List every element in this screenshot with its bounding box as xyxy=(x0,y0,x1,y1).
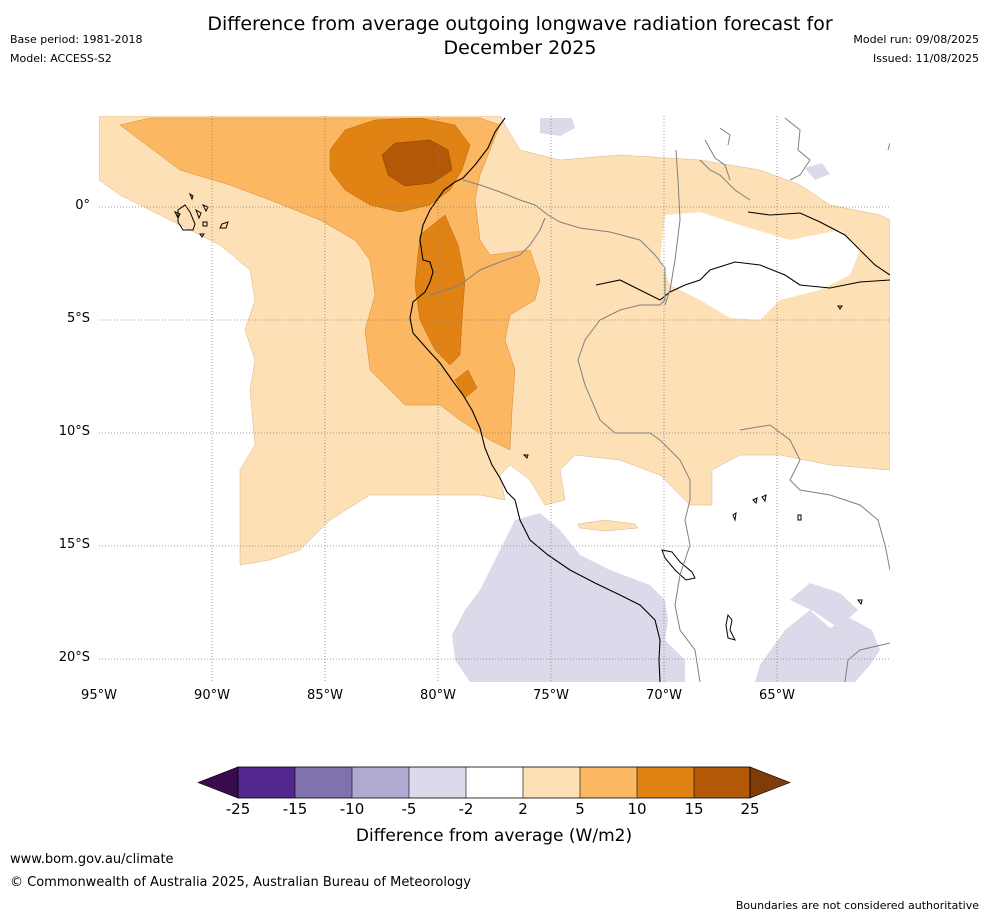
lon-label-70w: 70°W xyxy=(646,688,682,703)
islands-small xyxy=(522,305,863,606)
model-name: Model: ACCESS-S2 xyxy=(10,52,112,65)
colorbar-tick: -2 xyxy=(458,800,474,818)
colorbar-title: Difference from average (W/m2) xyxy=(355,826,633,846)
footer-note: Boundaries are not considered authoritat… xyxy=(735,899,979,912)
colorbar-segment xyxy=(523,767,580,798)
colorbar-segment xyxy=(580,767,637,798)
colorbar-tick: 15 xyxy=(684,800,704,818)
forecast-map xyxy=(99,116,890,682)
colorbar-segment xyxy=(466,767,523,798)
anomaly-region-minus-2-5 xyxy=(755,610,880,682)
anomaly-region-minus-2-5 xyxy=(805,163,830,180)
anomaly-region-near-zero xyxy=(660,212,860,320)
lat-label-10s: 10°S xyxy=(58,424,90,439)
anomaly-region-10-15 xyxy=(414,214,466,366)
lon-label-75w: 75°W xyxy=(533,688,569,703)
map-gridlines xyxy=(99,116,890,682)
lat-label-0: 0° xyxy=(75,198,90,213)
country-boundaries xyxy=(429,117,890,682)
chart-title: Difference from average outgoing longwav… xyxy=(150,12,890,60)
anomaly-region-2-5 xyxy=(577,519,639,532)
anomaly-region-minus-2-5 xyxy=(452,513,685,682)
footer-url: www.bom.gov.au/climate xyxy=(10,852,174,867)
colorbar-tick: 5 xyxy=(575,800,585,818)
lat-label-5s: 5°S xyxy=(66,311,90,326)
lon-label-80w: 80°W xyxy=(420,688,456,703)
colorbar-tick: -10 xyxy=(339,800,365,818)
colorbar-tick: 25 xyxy=(740,800,760,818)
anomaly-region-minus-2-5 xyxy=(790,583,858,628)
lon-label-85w: 85°W xyxy=(307,688,343,703)
lat-label-20s: 20°S xyxy=(58,650,90,665)
coastline xyxy=(409,117,661,682)
lat-label-15s: 15°S xyxy=(58,537,90,552)
lon-label-90w: 90°W xyxy=(194,688,230,703)
colorbar-segment xyxy=(238,767,295,798)
colorbar-tick: -15 xyxy=(282,800,308,818)
galapagos-islands xyxy=(173,192,229,238)
colorbar xyxy=(197,766,791,799)
anomaly-region-minus-2-5 xyxy=(540,118,575,136)
lake-titicaca xyxy=(661,549,696,581)
colorbar-tick: 2 xyxy=(518,800,528,818)
colorbar-tick: -5 xyxy=(401,800,417,818)
colorbar-segment xyxy=(409,767,466,798)
footer-copyright: © Commonwealth of Australia 2025, Austra… xyxy=(10,875,471,890)
colorbar-segment xyxy=(295,767,352,798)
colorbar-segment xyxy=(352,767,409,798)
model-run-date: Model run: 09/08/2025 xyxy=(853,33,979,46)
lon-label-95w: 95°W xyxy=(81,688,117,703)
lon-label-65w: 65°W xyxy=(759,688,795,703)
anomaly-region-15-25 xyxy=(381,139,453,187)
colorbar-tick: -25 xyxy=(225,800,251,818)
colorbar-extend-low xyxy=(197,766,239,799)
title-line-2: December 2025 xyxy=(443,37,597,59)
river-upper xyxy=(747,211,890,276)
colorbar-tick: 10 xyxy=(627,800,647,818)
anomaly-region-10-15 xyxy=(454,369,478,399)
title-line-1: Difference from average outgoing longwav… xyxy=(207,13,833,35)
amazon-river xyxy=(595,261,890,301)
colorbar-segment xyxy=(637,767,694,798)
base-period: Base period: 1981-2018 xyxy=(10,33,143,46)
colorbar-extend-high xyxy=(749,766,791,799)
lake-small xyxy=(725,613,736,641)
colorbar-segment xyxy=(694,767,750,798)
issued-date: Issued: 11/08/2025 xyxy=(872,52,979,65)
